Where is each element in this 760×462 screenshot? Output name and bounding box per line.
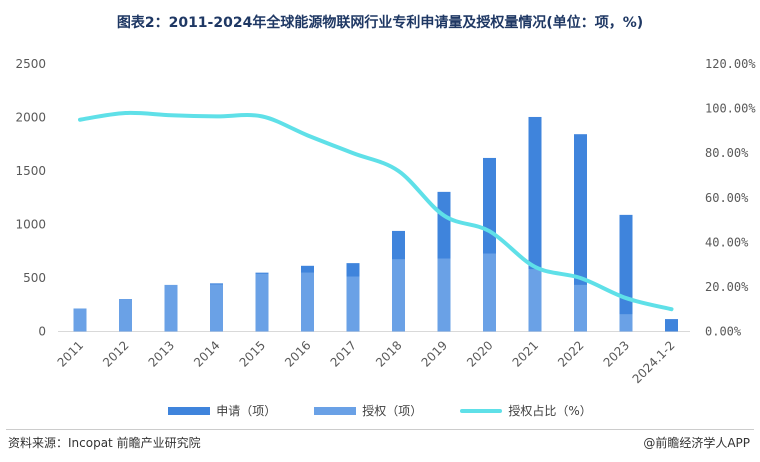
y-left-tick-label: 2500 <box>15 57 46 71</box>
ratio-point <box>78 118 82 122</box>
y-right-tick-label: 120.00% <box>705 57 756 71</box>
bar-grant <box>301 272 314 332</box>
x-tick-label: 2017 <box>328 338 359 369</box>
source-note: 资料来源：Incopat 前瞻产业研究院 <box>8 436 201 450</box>
ratio-line <box>78 110 674 312</box>
bar-grant <box>619 314 633 332</box>
x-tick-label: 2022 <box>555 338 586 369</box>
bar-grant <box>392 259 405 332</box>
bar-grant <box>346 276 360 332</box>
ratio-point <box>260 114 264 118</box>
x-tick-label: 2023 <box>601 338 632 369</box>
y-right-tick-label: 0.00% <box>705 325 742 339</box>
legend: 申请（项） 授权（项） 授权占比（%） <box>0 402 760 419</box>
ratio-point <box>624 296 628 300</box>
x-tick-label: 2021 <box>510 338 541 369</box>
ratio-point <box>579 276 582 280</box>
bar-apply <box>574 134 587 332</box>
legend-apply: 申请（项） <box>168 402 276 419</box>
bar-apply <box>619 214 633 332</box>
x-tick-label: 2018 <box>373 338 404 369</box>
y-right-tick-label: 60.00% <box>705 191 749 205</box>
y-right-tick-label: 100.00% <box>705 102 756 116</box>
ratio-point <box>488 229 491 233</box>
ratio-point <box>169 113 173 117</box>
ratio-point <box>533 265 537 269</box>
ratio-point <box>351 151 355 155</box>
bar-grant <box>528 269 542 332</box>
ratio-point <box>124 111 127 115</box>
bar-grant <box>483 253 496 332</box>
legend-ratio: 授权占比（%） <box>460 402 592 419</box>
x-tick-label: 2016 <box>282 338 313 369</box>
bar-grant <box>437 258 451 332</box>
ratio-point <box>670 307 673 311</box>
legend-label-apply: 申请（项） <box>216 404 277 418</box>
x-tick-label: 2011 <box>55 338 86 369</box>
ratio-point <box>397 169 400 173</box>
footer-divider <box>6 429 754 430</box>
chart-svg: 0 500 1000 1500 2000 2500 0.00% 20.00% 40.00% 60.… <box>15 57 756 386</box>
y-left-tick-label: 1500 <box>15 164 46 178</box>
y-left-tick-label: 0 <box>38 325 46 339</box>
legend-swatch-ratio <box>460 408 503 413</box>
y-right-tick-label: 40.00% <box>705 235 749 249</box>
ratio-point <box>215 114 218 118</box>
y-left-tick-label: 500 <box>23 271 46 285</box>
y-right-tick-label: 20.00% <box>705 280 749 294</box>
bar-grant <box>164 284 178 332</box>
y-left-tick-label: 1000 <box>15 218 46 232</box>
x-tick-label: 2015 <box>237 338 268 369</box>
bar-grant <box>574 284 587 332</box>
legend-label-ratio: 授权占比（%） <box>508 404 592 418</box>
bar-grant <box>255 273 269 332</box>
bar-grant <box>210 284 223 332</box>
legend-swatch-apply <box>168 406 211 415</box>
ratio-point <box>306 133 309 137</box>
x-tick-label: 2013 <box>146 338 177 369</box>
legend-swatch-grant <box>314 406 357 415</box>
x-tick-label: 2019 <box>419 338 450 369</box>
x-tick-label: 2020 <box>464 338 495 369</box>
y-left-tick-label: 2000 <box>15 111 46 125</box>
legend-grant: 授权（项） <box>314 402 422 419</box>
chart-title: 图表2：2011-2024年全球能源物联网行业专利申请量及授权量情况(单位：项，… <box>116 15 644 31</box>
legend-label-grant: 授权（项） <box>362 404 423 418</box>
bar-grant <box>73 308 87 332</box>
y-right-tick-label: 80.00% <box>705 146 749 160</box>
x-tick-label: 2024.1-2 <box>630 338 678 386</box>
x-tick-label: 2012 <box>100 338 131 369</box>
x-tick-label: 2014 <box>191 338 222 369</box>
bar-apply <box>665 319 678 332</box>
brand-note: @前瞻经济学人APP <box>643 436 750 450</box>
bar-grant <box>119 299 132 332</box>
ratio-point <box>442 214 446 218</box>
